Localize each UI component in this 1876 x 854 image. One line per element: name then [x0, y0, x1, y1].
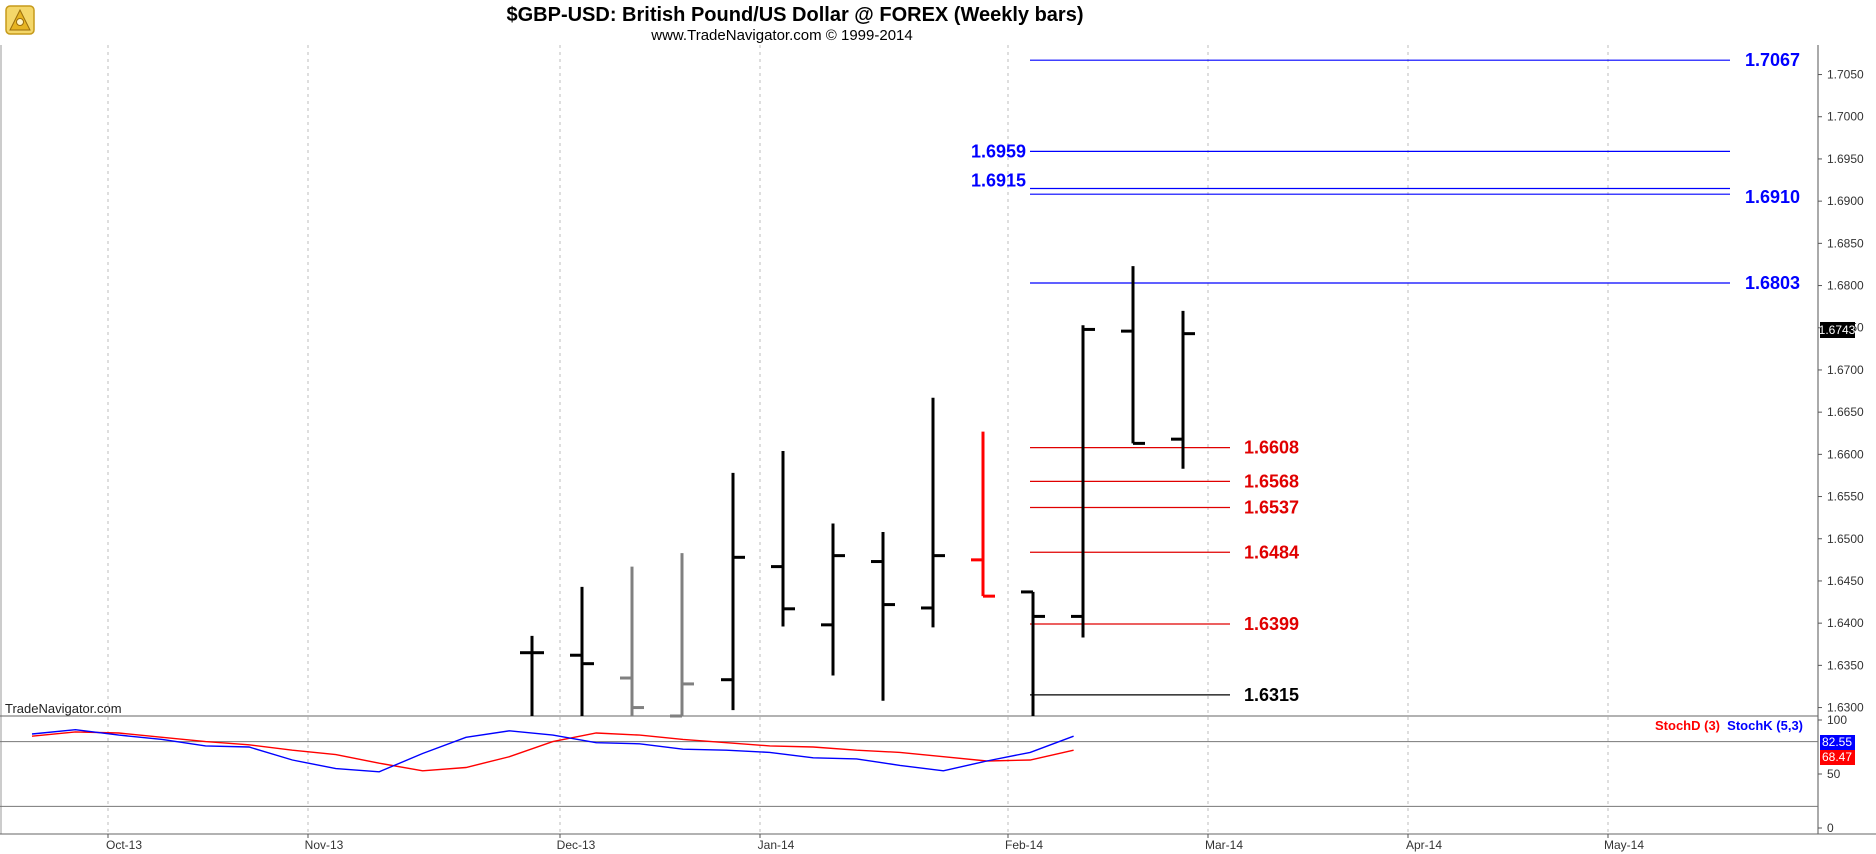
ohlc-bar — [971, 431, 995, 598]
grid-lines — [107, 45, 1609, 834]
last-price-tag-bg — [1820, 322, 1855, 338]
stochastic-panel — [0, 728, 1818, 807]
x-tick-label: Jan-14 — [758, 838, 795, 852]
level-label: 1.6608 — [1244, 438, 1299, 458]
stoch-k-line — [31, 728, 1074, 773]
y-tick-label: 1.6500 — [1827, 532, 1864, 546]
ohlc-bar — [771, 450, 795, 627]
stoch-legend: StochD (3) StochK (5,3) — [1655, 718, 1803, 733]
ohlc-bar — [871, 532, 895, 701]
y-tick-label: 1.6700 — [1827, 363, 1864, 377]
level-label: 1.6484 — [1244, 542, 1299, 562]
level-lines: 1.7067 1.6959 1.6915 1.6910 1.6803 1.6608 1.65… — [971, 50, 1800, 705]
legend-stoch-d: StochD (3) — [1655, 718, 1720, 733]
ohlc-bar — [1121, 266, 1145, 445]
watermark: TradeNavigator.com — [5, 701, 122, 716]
stoch-k-last-value: 82.55 — [1822, 735, 1852, 749]
ohlc-bar — [1021, 590, 1045, 716]
level-label: 1.6803 — [1745, 273, 1800, 293]
legend-stoch-k: StochK (5,3) — [1727, 718, 1803, 733]
level-label: 1.6959 — [971, 141, 1026, 161]
y-tick-label: 1.6550 — [1827, 490, 1864, 504]
ohlc-bar — [620, 566, 644, 716]
y-tick-label: 1.6950 — [1827, 152, 1864, 166]
ohlc-bar — [670, 553, 694, 718]
y-tick-label: 1.6350 — [1827, 658, 1864, 672]
stoch-d-last-value: 68.47 — [1822, 750, 1852, 764]
time-axis: Oct-13 Nov-13 Dec-13 Jan-14 Feb-14 Mar-14 Apr-… — [106, 834, 1644, 852]
chart-subtitle: www.TradeNavigator.com © 1999-2014 — [650, 27, 912, 44]
level-label: 1.6915 — [971, 170, 1026, 190]
last-price-tag: 1.6743 — [1819, 322, 1856, 338]
ohlc-bar — [520, 635, 544, 716]
y-tick-label: 1.6900 — [1827, 194, 1864, 208]
ohlc-bar — [721, 472, 745, 711]
y-tick-label: 1.6600 — [1827, 447, 1864, 461]
price-bars — [520, 266, 1195, 718]
level-label: 1.7067 — [1745, 50, 1800, 70]
ohlc-bar — [921, 397, 945, 628]
stoch-y-tick-label: 50 — [1827, 767, 1841, 781]
chart-title: $GBP-USD: British Pound/US Dollar @ FORE… — [506, 4, 1083, 26]
ohlc-bar — [1071, 325, 1095, 638]
trade-navigator-logo-icon — [5, 5, 35, 35]
y-tick-label: 1.7050 — [1827, 68, 1864, 82]
x-tick-label: Nov-13 — [305, 838, 344, 852]
ohlc-bar — [821, 523, 845, 676]
y-tick-label: 1.6850 — [1827, 236, 1864, 250]
y-tick-label: 1.6800 — [1827, 279, 1864, 293]
stoch-y-tick-label: 0 — [1827, 821, 1834, 835]
y-tick-label: 1.6300 — [1827, 701, 1864, 715]
stoch-d-line — [31, 731, 1074, 772]
y-tick-label: 1.6400 — [1827, 616, 1864, 630]
stoch-d-tag-bg — [1820, 750, 1855, 765]
y-tick-label: 1.7000 — [1827, 110, 1864, 124]
level-label: 1.6910 — [1745, 187, 1800, 207]
x-tick-label: Mar-14 — [1205, 838, 1243, 852]
x-tick-label: May-14 — [1604, 838, 1644, 852]
y-tick-label: 1.6450 — [1827, 574, 1864, 588]
level-label: 1.6399 — [1244, 614, 1299, 634]
ohlc-bar — [1171, 310, 1195, 469]
x-tick-label: Oct-13 — [106, 838, 142, 852]
level-label: 1.6315 — [1244, 685, 1299, 705]
x-tick-label: Apr-14 — [1406, 838, 1442, 852]
x-tick-label: Feb-14 — [1005, 838, 1043, 852]
stoch-y-tick-label: 100 — [1827, 713, 1847, 727]
y-tick-label: 1.6650 — [1827, 405, 1864, 419]
level-label: 1.6568 — [1244, 471, 1299, 491]
stoch-value-tags: 82.55 68.47 — [1820, 735, 1855, 765]
ohlc-bar — [570, 586, 594, 716]
level-label: 1.6537 — [1244, 498, 1299, 518]
plot-frame — [0, 45, 1876, 835]
last-price-value: 1.6743 — [1819, 323, 1856, 337]
stoch-k-tag-bg — [1820, 735, 1855, 750]
x-tick-label: Dec-13 — [557, 838, 596, 852]
